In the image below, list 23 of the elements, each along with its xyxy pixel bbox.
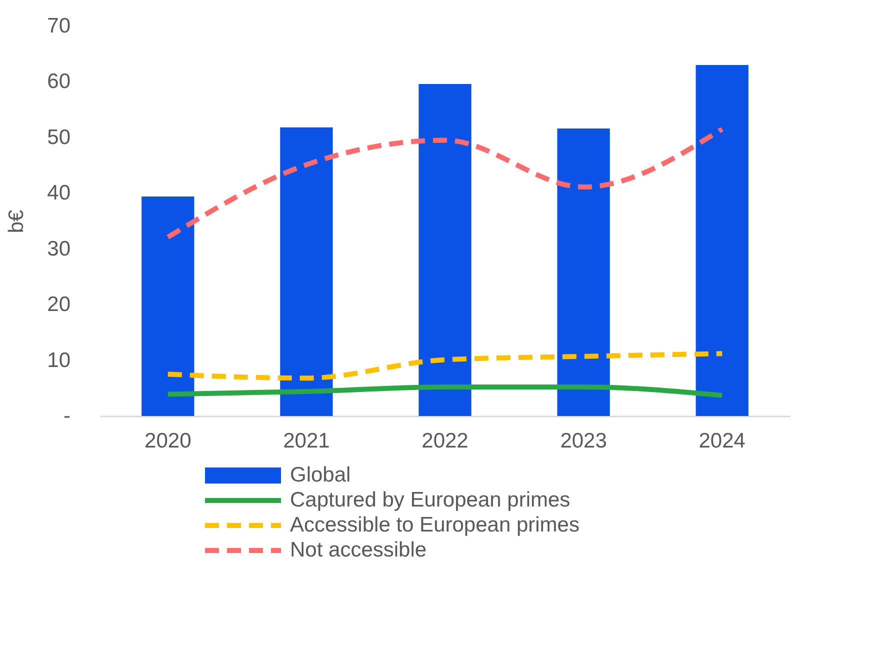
x-tick-label: 2022 [422, 430, 468, 452]
bar [696, 65, 748, 416]
x-tick-label: 2021 [283, 430, 330, 452]
bar [142, 196, 194, 416]
y-tick-label: - [64, 404, 70, 428]
bar [557, 128, 610, 416]
bar [418, 84, 472, 416]
y-tick-label: 60 [47, 70, 70, 94]
y-tick-label: 50 [47, 126, 70, 149]
y-tick-label: 20 [47, 293, 70, 316]
x-tick-label: 2024 [698, 430, 746, 452]
y-axis-title: b€ [5, 210, 28, 234]
y-tick-label: 30 [47, 237, 70, 260]
y-tick-label: 70 [47, 14, 70, 38]
legend-label: Captured by European primes [290, 488, 570, 512]
y-tick-label: 10 [47, 348, 70, 372]
x-tick-label: 2023 [560, 430, 607, 452]
x-tick-label: 2020 [144, 430, 192, 452]
legend-label: Global [290, 464, 351, 486]
legend-label: Not accessible [290, 538, 427, 562]
legend-label: Accessible to European primes [290, 514, 580, 536]
bar [280, 127, 333, 416]
y-tick-label: 40 [47, 182, 70, 205]
